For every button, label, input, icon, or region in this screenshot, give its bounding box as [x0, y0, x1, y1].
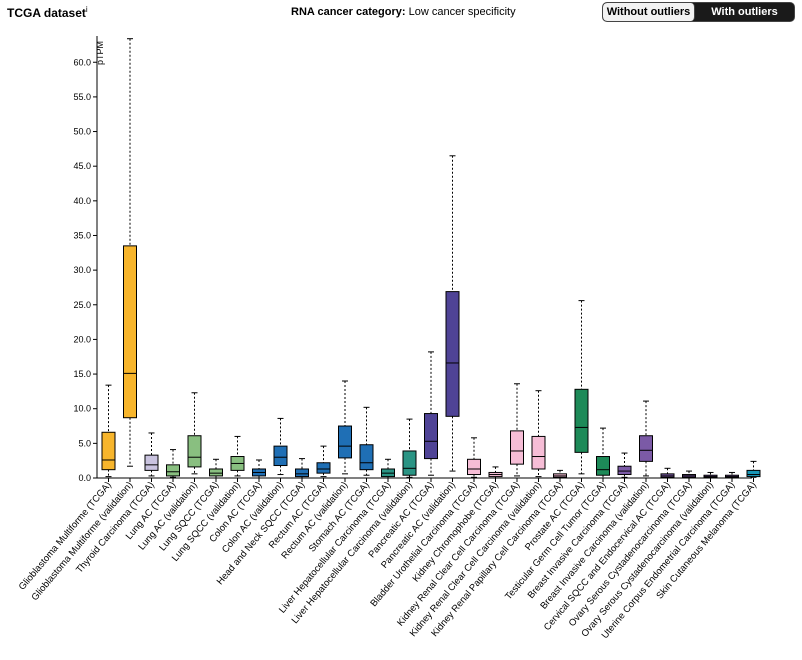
y-tick-label: 50.0: [73, 127, 91, 137]
y-tick-label: 20.0: [73, 334, 91, 344]
dataset-title-text: TCGA dataset: [7, 6, 86, 20]
box-iqr: [574, 388, 589, 453]
y-tick-label: 25.0: [73, 300, 91, 310]
info-icon[interactable]: i: [85, 5, 88, 14]
box-iqr: [359, 444, 374, 471]
rna-category-label: RNA cancer category:: [291, 6, 406, 18]
y-tick-label: 60.0: [73, 57, 91, 67]
x-category-label: Glioblastoma Multiforme (TCGA): [17, 480, 114, 593]
box-iqr: [596, 456, 610, 476]
rna-category: RNA cancer category: Low cancer specific…: [291, 6, 516, 18]
y-tick-label: 55.0: [73, 92, 91, 102]
without-outliers-button[interactable]: Without outliers: [603, 3, 695, 21]
box-iqr: [338, 425, 352, 459]
box-iqr: [467, 458, 481, 476]
box-iqr: [123, 245, 137, 419]
rna-category-value: Low cancer specificity: [408, 6, 516, 18]
box-iqr: [531, 435, 546, 470]
y-tick-label: 45.0: [73, 161, 91, 171]
y-tick-label: 35.0: [73, 230, 91, 240]
box-iqr: [639, 435, 653, 462]
with-outliers-button[interactable]: With outliers: [695, 3, 794, 21]
box-iqr: [187, 435, 202, 468]
box-iqr: [617, 465, 632, 476]
box-iqr: [166, 464, 180, 477]
box-iqr: [295, 468, 309, 478]
box-iqr: [746, 469, 761, 478]
box-iqr: [510, 430, 524, 465]
y-tick-label: 15.0: [73, 369, 91, 379]
y-tick-label: 0.0: [78, 473, 91, 483]
x-category-label: Glioblastoma Multiforme (validation): [29, 480, 135, 603]
box-iqr: [209, 468, 223, 477]
y-tick-label: 10.0: [73, 404, 91, 414]
box-iqr: [144, 454, 159, 471]
y-tick-label: 5.0: [78, 438, 91, 448]
dataset-title: TCGA dataseti: [7, 5, 88, 20]
box-iqr: [424, 413, 438, 460]
box-iqr: [402, 450, 417, 476]
y-axis-label: pTPM: [95, 41, 105, 65]
y-tick-label: 40.0: [73, 196, 91, 206]
box-iqr: [101, 431, 116, 471]
box-iqr: [273, 445, 288, 467]
outlier-toggle: Without outliers With outliers: [602, 2, 795, 22]
y-tick-label: 30.0: [73, 265, 91, 275]
box-iqr: [316, 462, 331, 474]
box-iqr: [445, 291, 460, 417]
